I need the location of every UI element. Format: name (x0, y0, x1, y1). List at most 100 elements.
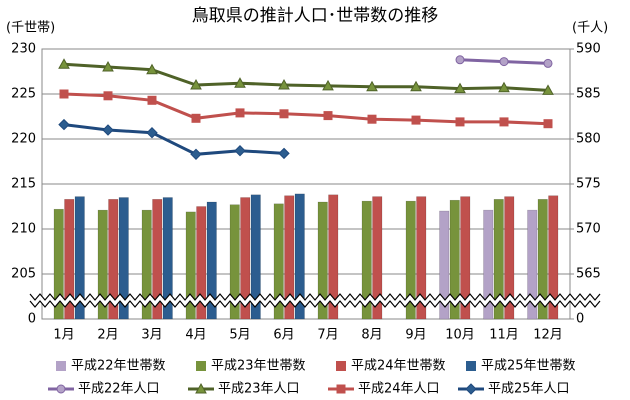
y2-tick-label: 570 (576, 222, 601, 237)
bar (64, 199, 75, 320)
point (543, 119, 553, 129)
point (279, 109, 289, 119)
x-tick-label: 1月 (53, 328, 74, 343)
point (322, 79, 334, 91)
bar (416, 196, 427, 320)
legend-label: 平成22年人口 (78, 382, 160, 397)
legend-label: 平成24年世帯数 (351, 359, 446, 374)
y-tick-label: 220 (11, 132, 36, 147)
bar (152, 199, 163, 320)
bar (185, 211, 196, 320)
point (455, 55, 465, 65)
bar (108, 199, 119, 320)
point (102, 60, 114, 72)
legend-swatch (336, 361, 346, 371)
point (454, 82, 466, 94)
legend-label: 平成25年人口 (488, 382, 570, 397)
point (58, 118, 70, 131)
bar (361, 200, 372, 320)
bar (74, 196, 85, 320)
point (455, 117, 465, 127)
point (234, 144, 246, 157)
point (411, 115, 421, 125)
bar (504, 196, 515, 320)
x-tick-label: 11月 (489, 328, 519, 343)
x-tick-label: 5月 (229, 328, 250, 343)
x-tick-label: 6月 (273, 328, 294, 343)
bar (328, 194, 339, 320)
plot-frame (41, 48, 571, 320)
bar (53, 208, 64, 320)
bar (284, 195, 295, 320)
legend-label: 平成23年世帯数 (211, 359, 306, 374)
point (58, 58, 70, 69)
line (63, 62, 549, 92)
point (336, 384, 346, 394)
bar (97, 209, 108, 320)
bar (405, 200, 416, 320)
point (542, 84, 554, 95)
bar (527, 209, 538, 320)
y2-tick-label: 585 (576, 87, 601, 102)
x-tick-label: 2月 (97, 328, 118, 343)
x-tick-label: 4月 (185, 328, 206, 343)
y2-tick-label: 590 (576, 42, 601, 57)
point (465, 383, 477, 395)
axis-break-line (29, 300, 601, 308)
bar (493, 199, 504, 320)
y-tick-label: 205 (11, 267, 36, 282)
point (543, 58, 553, 68)
line (63, 123, 285, 156)
point (234, 77, 246, 88)
point (103, 91, 113, 101)
x-tick-label: 9月 (405, 328, 426, 343)
y-tick-label: 0 (28, 312, 36, 327)
point (278, 78, 290, 90)
bar (118, 197, 129, 320)
bar (449, 199, 460, 320)
point (278, 147, 290, 160)
y2-tick-label: 575 (576, 177, 601, 192)
bar (317, 201, 328, 320)
bar (294, 193, 305, 320)
bar (250, 194, 261, 320)
bar (141, 209, 152, 320)
point (56, 384, 66, 394)
legend-label: 平成24年人口 (358, 382, 440, 397)
point (499, 117, 509, 127)
bar (537, 199, 548, 320)
bar (196, 206, 207, 320)
point (146, 63, 158, 75)
y2-axis-label: (千人) (572, 21, 608, 36)
legend-swatch (466, 361, 476, 371)
point (498, 81, 510, 93)
y-tick-label: 215 (11, 177, 36, 192)
legend-swatch (56, 361, 66, 371)
bar (229, 204, 240, 320)
point (190, 148, 202, 161)
y-axis-label: (千世帯) (6, 21, 55, 36)
x-tick-label: 8月 (361, 328, 382, 343)
point (146, 126, 158, 139)
bar (372, 196, 383, 320)
bar (240, 197, 251, 320)
chart-title: 鳥取県の推計人口･世帯数の推移 (192, 6, 439, 26)
y-tick-label: 210 (11, 222, 36, 237)
point (102, 124, 114, 136)
bar (483, 209, 494, 320)
bar (548, 195, 559, 320)
point (195, 382, 207, 394)
y-tick-label: 225 (11, 87, 36, 102)
point (367, 114, 377, 124)
point (147, 95, 157, 105)
x-tick-label: 12月 (533, 328, 563, 343)
bar (273, 203, 284, 320)
line (63, 92, 549, 126)
bar (162, 197, 173, 320)
point (410, 80, 422, 92)
point (323, 111, 333, 121)
axis-break-line (29, 293, 601, 301)
y2-tick-label: 565 (576, 267, 601, 282)
point (366, 80, 378, 92)
